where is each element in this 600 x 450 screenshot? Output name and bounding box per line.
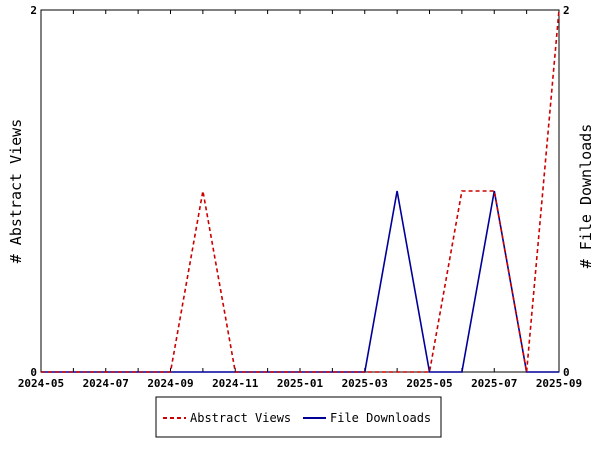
x-axis-labels: 2024-05 2024-07 2024-09 2024-11 2025-01 2025-…	[18, 377, 582, 390]
y-axis-right-label: # File Downloads	[577, 124, 595, 269]
legend-box	[155, 396, 442, 438]
plot-area	[40, 9, 560, 373]
x-tick-label-2024-09: 2024-09	[147, 377, 193, 390]
series-line-abstract-views	[41, 9, 560, 373]
y-right-tick-label-2: 2	[563, 4, 570, 17]
x-tick-label-2025-07: 2025-07	[471, 377, 517, 390]
x-tick-label-2025-03: 2025-03	[342, 377, 388, 390]
x-tick-label-2024-11: 2024-11	[212, 377, 259, 390]
y-axis-left-label: # Abstract Views	[7, 119, 25, 264]
series-layer	[41, 9, 560, 373]
x-tick-label-2025-01: 2025-01	[277, 377, 324, 390]
legend-label-file-downloads: File Downloads	[330, 411, 431, 425]
y-right-tick-label-0: 0	[563, 366, 570, 379]
x-tick-label-2024-07: 2024-07	[83, 377, 129, 390]
x-tick-label-2025-05: 2025-05	[406, 377, 452, 390]
x-tick-label-2025-09: 2025-09	[536, 377, 582, 390]
legend: Abstract Views File Downloads	[155, 396, 442, 438]
legend-label-abstract-views: Abstract Views	[190, 411, 291, 425]
y-left-tick-label-2: 2	[30, 4, 37, 17]
x-tick-label-2024-05: 2024-05	[18, 377, 64, 390]
y-left-tick-label-0: 0	[30, 366, 37, 379]
